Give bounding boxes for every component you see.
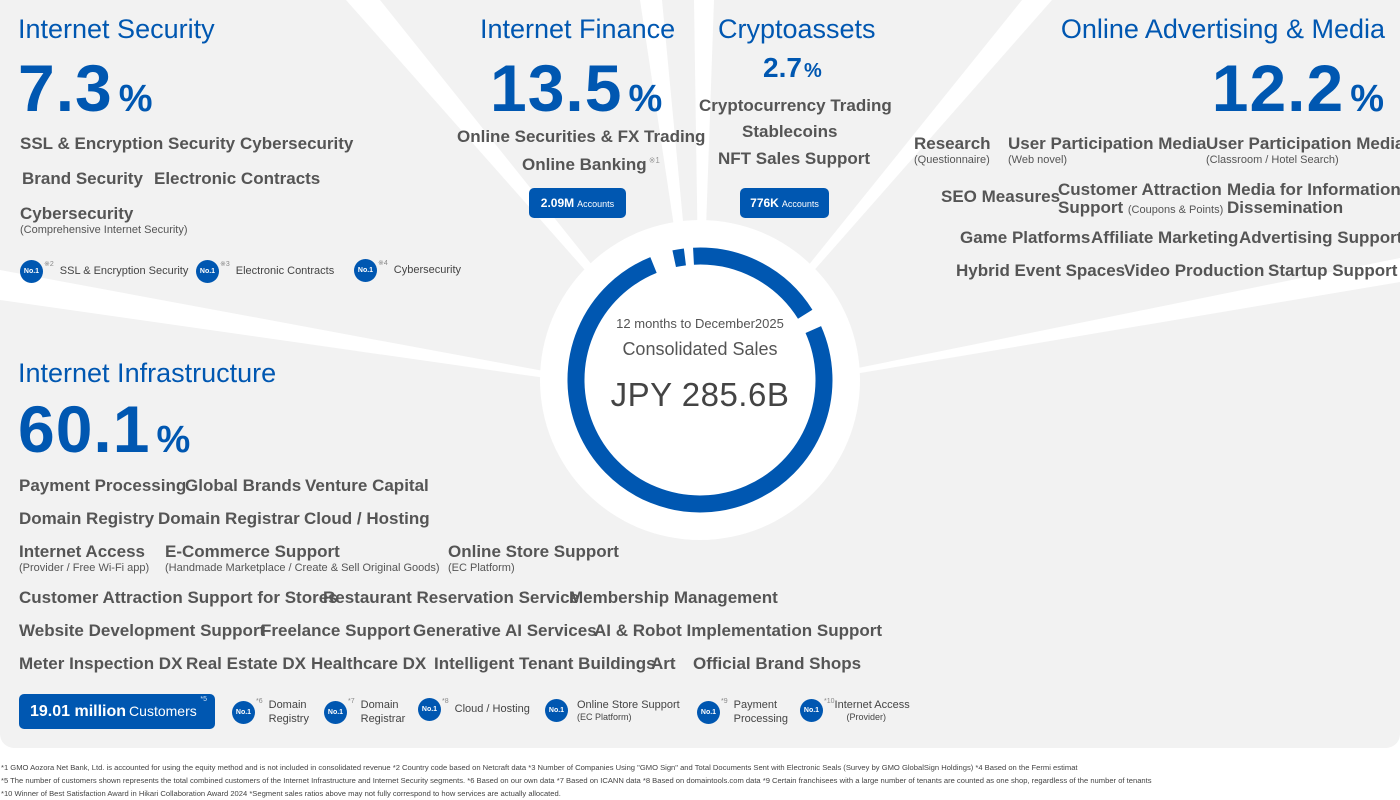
service-nft-sales: NFT Sales Support xyxy=(718,149,871,168)
award-cloud-hosting: No.1 *8 Cloud / Hosting xyxy=(418,698,530,721)
sales-ring xyxy=(567,247,833,513)
segment-share-cryptoassets: 2.7% xyxy=(763,52,822,83)
segment-share-internet-security: 7.3% xyxy=(18,55,154,121)
no1-badge: No.1 xyxy=(354,259,377,282)
service-healthcare-dx: Healthcare DX xyxy=(311,654,427,673)
service-membership-management: Membership Management xyxy=(569,588,778,607)
no1-badge: No.1 xyxy=(232,700,255,724)
segment-title-online-advertising: Online Advertising & Media xyxy=(1060,14,1385,44)
service-art: Art xyxy=(651,654,676,673)
award-domain-registry: No.1 *6 Domain Registry xyxy=(232,698,309,727)
award-online-store-support: No.1 Online Store Support (EC Platform) xyxy=(545,698,680,724)
center-circle xyxy=(540,220,860,540)
sales-value: JPY 285.6B xyxy=(610,376,790,413)
service-venture-capital: Venture Capital xyxy=(305,476,429,495)
segment-diagram: 12 months to December2025 Consolidated S… xyxy=(0,0,1400,748)
ring-segment xyxy=(567,257,833,513)
service-freelance-support: Freelance Support xyxy=(261,621,411,640)
service-crypto-trading: Cryptocurrency Trading xyxy=(699,96,892,115)
sales-period: 12 months to December2025 xyxy=(616,316,784,331)
segment-title-cryptoassets: Cryptoassets xyxy=(718,14,876,44)
service-electronic-contracts: Electronic Contracts xyxy=(154,169,321,188)
sales-label: Consolidated Sales xyxy=(622,339,778,359)
service-ai-robot: AI & Robot Implementation Support xyxy=(594,621,883,640)
segment-share-internet-finance: 13.5% xyxy=(490,51,664,125)
service-video-production: Video Production xyxy=(1124,261,1265,280)
segment-divider-graphic xyxy=(0,0,1400,540)
no1-badge: No.1 xyxy=(418,698,441,721)
service-restaurant-reservation: Restaurant Reservation Service xyxy=(323,588,580,607)
footnote-line: *5 The number of customers shown represe… xyxy=(1,776,1152,785)
service-online-store-support: Online Store Support (EC Platform) xyxy=(448,542,619,574)
service-advertising-support: Advertising Support xyxy=(1239,228,1400,247)
service-online-securities: Online Securities & FX Trading xyxy=(457,127,706,146)
no1-badge: No.1 xyxy=(196,260,219,283)
ring-segment xyxy=(672,248,687,268)
service-meter-inspection: Meter Inspection DX xyxy=(19,654,183,673)
finance-accounts-badge: 2.09M Accounts xyxy=(529,188,626,218)
service-customer-attraction: Customer Attraction Support (Coupons & Po… xyxy=(1058,180,1224,217)
footnote-line: *10 Winner of Best Satisfaction Award in… xyxy=(1,789,561,798)
service-game-platforms: Game Platforms xyxy=(960,228,1091,247)
service-real-estate-dx: Real Estate DX xyxy=(186,654,306,673)
award-cybersecurity: No.1 ※4 Cybersecurity xyxy=(354,259,461,282)
segment-share-internet-infrastructure: 60.1% xyxy=(18,392,192,466)
divider-ray xyxy=(700,258,1400,400)
award-electronic-contracts: No.1 ※3 Electronic Contracts xyxy=(196,260,334,283)
award-payment-processing: No.1 *9 Payment Processing xyxy=(697,698,788,727)
segment-title-internet-finance: Internet Finance xyxy=(480,14,676,44)
service-startup-support: Startup Support xyxy=(1268,261,1398,280)
share-unit: % xyxy=(118,78,154,120)
service-stablecoins: Stablecoins xyxy=(742,122,838,141)
service-user-participation-media-web-novel: User Participation Media (Web novel) xyxy=(1008,134,1207,166)
service-intelligent-tenant: Intelligent Tenant Buildings xyxy=(434,654,656,673)
no1-badge: No.1 xyxy=(697,700,720,724)
no1-badge: No.1 xyxy=(800,699,823,723)
service-brand-security: Brand Security xyxy=(22,169,143,188)
service-media-dissemination: Media for Information Dissemination xyxy=(1227,180,1400,217)
no1-badge: No.1 xyxy=(324,700,347,724)
ring-segment xyxy=(693,247,813,319)
service-payment-processing: Payment Processing xyxy=(19,476,187,495)
customers-badge: 19.01 million Customers *5 xyxy=(19,694,215,729)
service-cloud-hosting: Cloud / Hosting xyxy=(304,509,430,528)
share-value: 7.3 xyxy=(18,51,113,125)
divider-ray xyxy=(0,270,700,400)
service-user-participation-media-classroom: User Participation Media (Classroom / Hot… xyxy=(1206,134,1400,166)
no1-badge: No.1 xyxy=(545,699,568,723)
service-ecommerce-support: E-Commerce Support (Handmade Marketplace … xyxy=(165,542,440,574)
service-generative-ai: Generative AI Services xyxy=(413,621,597,640)
service-ssl: SSL & Encryption Security xyxy=(20,134,236,153)
service-comprehensive-security: Cybersecurity (Comprehensive Internet Sec… xyxy=(20,204,188,236)
crypto-accounts-badge: 776K Accounts xyxy=(740,188,829,218)
service-research: Research (Questionnaire) xyxy=(914,134,991,166)
segment-title-internet-infrastructure: Internet Infrastructure xyxy=(18,358,277,388)
consolidated-sales: 12 months to December2025 Consolidated S… xyxy=(600,316,800,414)
service-online-banking: Online Banking ※1 xyxy=(522,155,660,174)
service-cybersecurity: Cybersecurity xyxy=(240,134,354,153)
service-domain-registry: Domain Registry xyxy=(19,509,155,528)
award-internet-access: No.1 *10 Internet Access (Provider) xyxy=(800,698,910,724)
service-hybrid-event: Hybrid Event Spaces xyxy=(956,261,1126,280)
segment-share-online-advertising: 12.2% xyxy=(1211,51,1385,125)
service-domain-registrar: Domain Registrar xyxy=(158,509,300,528)
service-internet-access: Internet Access (Provider / Free Wi-Fi ap… xyxy=(19,542,150,574)
service-global-brands: Global Brands xyxy=(185,476,302,495)
service-website-development: Website Development Support xyxy=(19,621,266,640)
footnotes: *1 GMO Aozora Net Bank, Ltd. is accounte… xyxy=(1,761,1399,800)
service-official-brand-shops: Official Brand Shops xyxy=(693,654,862,673)
footnote-line: *1 GMO Aozora Net Bank, Ltd. is accounte… xyxy=(1,763,1078,772)
award-ssl: No.1 ※2 SSL & Encryption Security xyxy=(20,260,188,283)
segment-title-internet-security: Internet Security xyxy=(18,14,215,44)
service-store-customer-attraction: Customer Attraction Support for Stores xyxy=(19,588,338,607)
service-affiliate-marketing: Affiliate Marketing xyxy=(1091,228,1239,247)
no1-badge: No.1 xyxy=(20,260,43,283)
award-domain-registrar: No.1 *7 Domain Registrar xyxy=(324,698,405,727)
service-seo: SEO Measures xyxy=(941,187,1061,206)
